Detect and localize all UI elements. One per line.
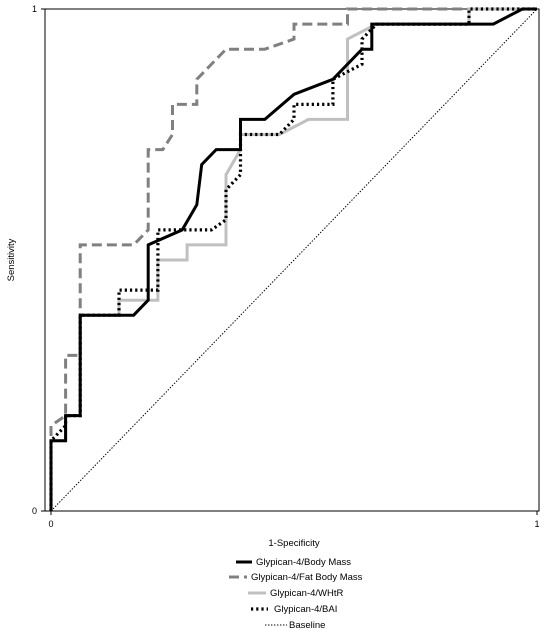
x-axis-label: 1-Specificity (268, 538, 319, 549)
y-tick-0: 0 (32, 506, 37, 516)
legend-label-glypican-4-bai: Glypican-4/BAI (274, 604, 337, 615)
legend-label-glypican-4-fat-body-mass: Glypican-4/Fat Body Mass (251, 572, 363, 583)
series-line-glypican-4-fat-body-mass (49, 7, 537, 511)
x-tick-1: 1 (534, 519, 539, 529)
y-tick-1: 1 (32, 4, 37, 14)
plot-frame (44, 8, 540, 512)
legend-label-glypican-4-whtr: Glypican-4/WHtR (270, 588, 344, 599)
legend-label-glypican-4-body-mass: Glypican-4/Body Mass (256, 557, 351, 568)
series-line-glypican-4-body-mass (49, 7, 537, 511)
x-tick-0: 0 (48, 519, 53, 529)
legend-label-baseline: Baseline (289, 620, 325, 631)
ticks-group: 0 1 0 1 (32, 4, 540, 529)
series-line-glypican-4-bai (49, 7, 537, 511)
legend: Glypican-4/Body Mass Glypican-4/Fat Body … (229, 557, 363, 631)
y-axis-label: Sensitivity (6, 238, 17, 281)
series-line-baseline (50, 8, 538, 512)
curves-group (49, 7, 538, 512)
